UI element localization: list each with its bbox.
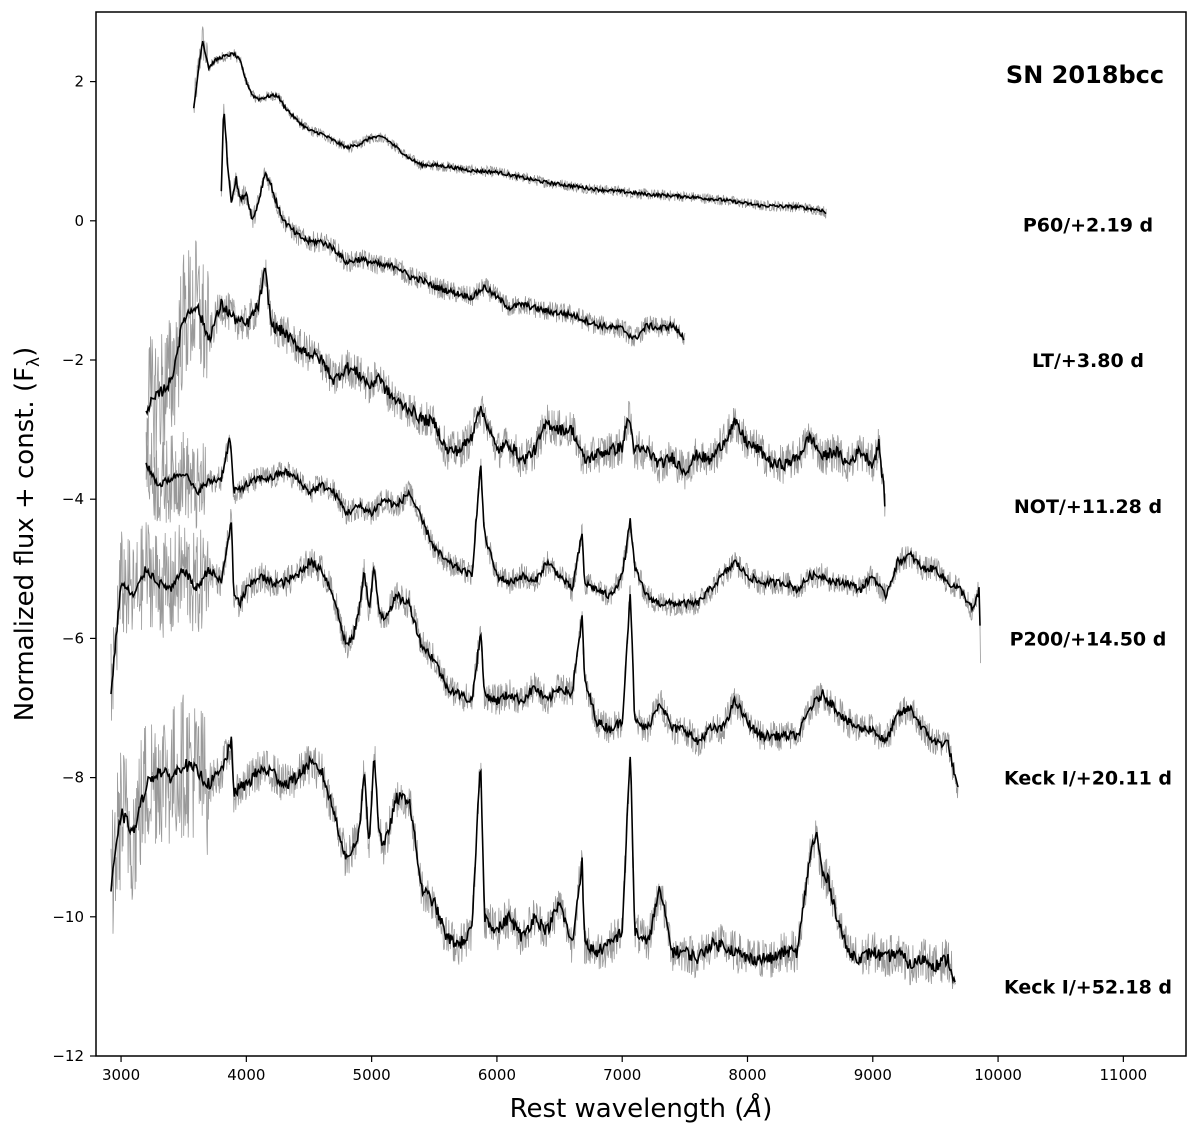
- x-tick-label: 9000: [854, 1066, 892, 1084]
- x-tick-label: 10000: [974, 1066, 1022, 1084]
- series-labels: P60/+2.19 d LT/+3.80 d NOT/+11.28 d P200/+1…: [1004, 214, 1172, 998]
- series-smoothed-line: [110, 736, 956, 984]
- series-label: Keck I/+52.18 d: [1004, 976, 1172, 998]
- y-axis: −12 −10 −8 −6 −4 −2 0 2: [52, 73, 96, 1065]
- x-axis: 3000 4000 5000 6000 7000 8000 9000 10000 11000: [102, 1056, 1147, 1084]
- series-raw-trace: [110, 694, 956, 990]
- y-tick-label: −12: [52, 1047, 84, 1065]
- y-tick-label: −8: [62, 769, 84, 787]
- series-label: LT/+3.80 d: [1032, 350, 1144, 372]
- y-tick-label: −2: [62, 351, 84, 369]
- series-label: NOT/+11.28 d: [1014, 496, 1162, 518]
- x-tick-label: 3000: [102, 1066, 140, 1084]
- series-raw-trace: [145, 431, 981, 664]
- series-smoothed-line: [110, 522, 959, 788]
- x-tick-label: 6000: [478, 1066, 516, 1084]
- series-raw-trace: [145, 240, 886, 517]
- x-axis-title: Rest wavelength (Å): [510, 1092, 773, 1124]
- series-layer: [110, 26, 981, 990]
- y-tick-label: 0: [74, 212, 84, 230]
- x-tick-label: 4000: [227, 1066, 265, 1084]
- plot-frame: [95, 11, 1187, 1057]
- x-tick-label: 7000: [603, 1066, 641, 1084]
- chart-title: SN 2018bcc: [1006, 61, 1164, 89]
- y-tick-label: −4: [62, 490, 84, 508]
- y-tick-label: −10: [52, 908, 84, 926]
- series-label: P200/+14.50 d: [1010, 628, 1167, 650]
- y-tick-label: 2: [74, 73, 84, 91]
- series-label: P60/+2.19 d: [1023, 214, 1153, 236]
- x-tick-label: 5000: [353, 1066, 391, 1084]
- x-tick-label: 8000: [728, 1066, 766, 1084]
- y-axis-title-close: ): [10, 347, 40, 357]
- y-axis-title-subscript: λ: [24, 357, 44, 367]
- y-axis-title-text: Normalized flux + const. (F: [10, 367, 40, 721]
- y-axis-title: Normalized flux + const. (Fλ): [10, 347, 44, 722]
- y-tick-label: −6: [62, 629, 84, 647]
- series-smoothed-line: [220, 113, 685, 341]
- x-axis-title-text: Rest wavelength: [510, 1094, 726, 1124]
- x-axis-unit: Å: [742, 1092, 762, 1124]
- x-tick-label: 11000: [1099, 1066, 1147, 1084]
- series-label: Keck I/+20.11 d: [1004, 768, 1172, 790]
- series-raw-trace: [193, 26, 827, 219]
- series-smoothed-line: [192, 40, 827, 215]
- series-smoothed-line: [145, 437, 981, 626]
- series-smoothed-line: [145, 267, 886, 507]
